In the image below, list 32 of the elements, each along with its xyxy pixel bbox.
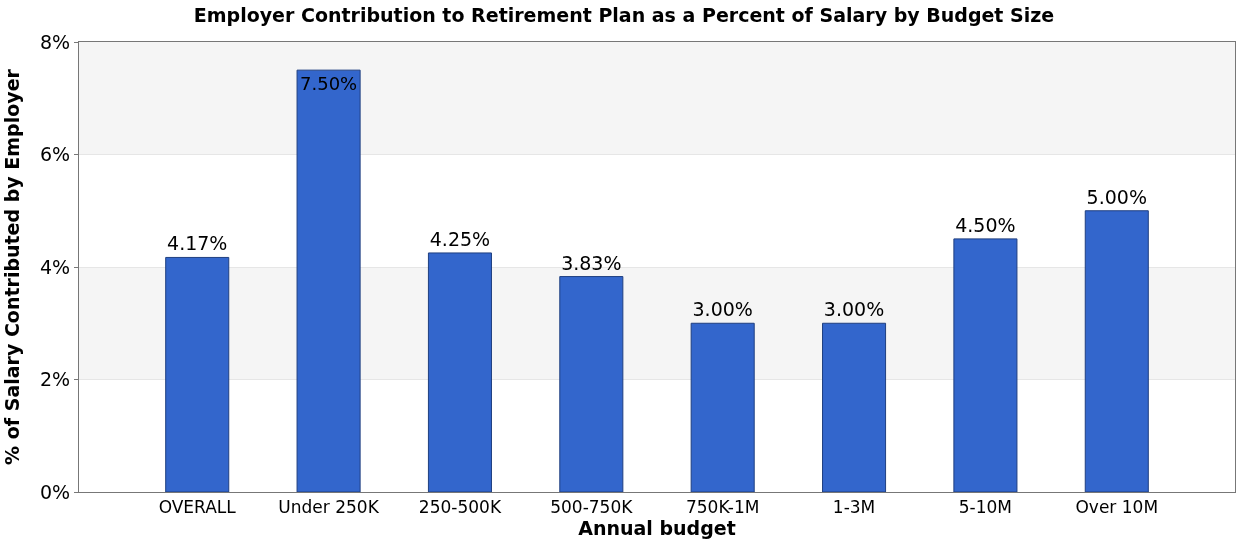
bar <box>690 322 755 492</box>
chart-title: Employer Contribution to Retirement Plan as a Percent of Salary by Budget Size <box>193 3 1055 26</box>
y-tick-label: 8% <box>40 30 71 53</box>
bar <box>427 252 492 492</box>
bar <box>1084 210 1149 492</box>
bar <box>822 322 887 492</box>
data-label: 4.50% <box>955 213 1016 236</box>
x-axis-title: Annual budget <box>578 517 736 540</box>
y-tick-label: 4% <box>40 255 71 278</box>
y-tick-label: 2% <box>40 368 71 391</box>
x-tick-label: 750K-1M <box>685 497 760 518</box>
data-label: 5.00% <box>1086 185 1147 208</box>
x-tick-label: 1-3M <box>832 497 876 518</box>
bar <box>165 256 230 492</box>
x-tick-label: 5-10M <box>958 497 1013 518</box>
bar <box>953 238 1018 492</box>
x-tick-label: 250-500K <box>418 497 502 518</box>
x-tick-label: 500-750K <box>550 497 634 518</box>
data-label: 3.00% <box>692 298 753 321</box>
data-label: 3.00% <box>823 298 885 321</box>
y-tick-label: 0% <box>40 480 71 503</box>
data-label: 7.50% <box>300 73 358 95</box>
x-tick-label: Under 250K <box>278 497 380 518</box>
bar <box>296 69 361 492</box>
x-tick-label: Over 10M <box>1075 497 1159 518</box>
data-label: 4.25% <box>429 227 491 250</box>
y-tick-label: 6% <box>40 143 71 166</box>
data-label: 4.17% <box>167 232 228 255</box>
bar <box>559 276 624 492</box>
data-label: 3.83% <box>561 251 622 274</box>
x-tick-label: OVERALL <box>158 497 237 518</box>
y-axis-title: % of Salary Contributed by Employer <box>0 68 23 465</box>
